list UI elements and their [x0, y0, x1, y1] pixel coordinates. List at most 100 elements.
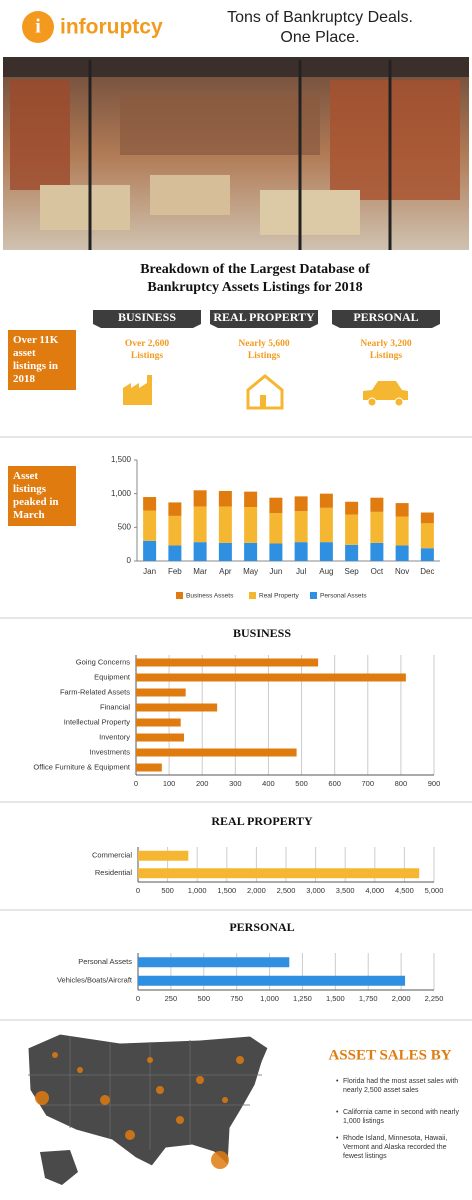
- y-tick-label: 0: [127, 556, 132, 565]
- x-tick-label: 3,500: [336, 886, 355, 895]
- bar: [138, 850, 189, 861]
- legend-swatch: [176, 592, 183, 599]
- logo: inforuptcy: [60, 16, 163, 39]
- bar-segment: [218, 490, 232, 507]
- x-tick-label: 1,250: [293, 994, 312, 1003]
- y-tick-label: Going Concerns: [76, 657, 130, 666]
- x-tick-label: 800: [395, 779, 408, 788]
- bar-segment: [143, 540, 157, 561]
- legend-label: Personal Assets: [320, 593, 367, 600]
- x-tick-label: 700: [362, 779, 375, 788]
- x-tick-label: 3,000: [306, 886, 325, 895]
- x-tick-label: Mar: [193, 567, 207, 576]
- y-tick-label: Intellectual Property: [64, 717, 131, 726]
- x-tick-label: 2,500: [277, 886, 296, 895]
- bar-segment: [420, 512, 434, 524]
- bar-segment: [395, 516, 409, 546]
- chart-title: PERSONAL: [229, 920, 294, 934]
- y-tick-label: Investments: [90, 747, 131, 756]
- bar-segment: [193, 542, 207, 561]
- bar: [138, 868, 420, 879]
- bar-segment: [345, 514, 359, 545]
- y-tick-label: Residential: [95, 868, 132, 877]
- y-tick-label: Farm-Related Assets: [60, 687, 130, 696]
- category-icons: [123, 374, 408, 410]
- logo-glyph: i: [35, 16, 41, 38]
- bar-segment: [395, 545, 409, 561]
- callout: Asset listings peaked in March: [8, 466, 76, 526]
- y-tick-label: Personal Assets: [78, 957, 132, 966]
- bar-segment: [420, 548, 434, 561]
- x-tick-label: 2,250: [425, 994, 444, 1003]
- x-tick-label: 0: [136, 994, 140, 1003]
- listings: Listings: [248, 351, 281, 361]
- x-tick-label: 4,000: [365, 886, 384, 895]
- bullet: California came in second with nearly 1,…: [336, 1108, 465, 1126]
- y-tick-label: Vehicles/Boats/Aircraft: [57, 976, 133, 985]
- listings: Listings: [370, 351, 403, 361]
- bar-segment: [143, 497, 157, 511]
- bar-segment: [193, 506, 207, 543]
- x-tick-label: Nov: [395, 567, 409, 576]
- x-tick-label: Dec: [420, 567, 434, 576]
- x-tick-label: Jun: [269, 567, 282, 576]
- bar: [136, 688, 186, 697]
- bar-segment: [168, 515, 182, 546]
- x-tick-label: 500: [295, 779, 308, 788]
- x-tick-label: Feb: [168, 567, 182, 576]
- y-tick-label: 1,500: [111, 455, 132, 464]
- bar-segment: [168, 502, 182, 516]
- x-tick-label: May: [243, 567, 258, 576]
- listings: Nearly 3,200: [360, 339, 411, 349]
- listings: Over 2,600: [125, 339, 169, 349]
- category-box: [332, 310, 440, 328]
- x-tick-label: 0: [136, 886, 140, 895]
- tagline: Tons of Bankruptcy Deals.: [227, 9, 413, 26]
- x-tick-label: 600: [328, 779, 341, 788]
- us-map: [27, 1033, 269, 1185]
- y-tick-label: Financial: [100, 702, 130, 711]
- bar-segment: [345, 544, 359, 561]
- bar: [136, 718, 181, 727]
- x-tick-label: 4,500: [395, 886, 414, 895]
- bullet: Rhode Island, Minnesota, Hawaii, Vermont…: [336, 1134, 465, 1161]
- category-name: BUSINESS: [118, 310, 176, 324]
- chart-title: BUSINESS: [233, 626, 291, 640]
- x-tick-label: 2,000: [392, 994, 411, 1003]
- x-tick-label: 400: [262, 779, 275, 788]
- x-tick-label: 250: [165, 994, 178, 1003]
- bar-segment: [269, 513, 283, 544]
- bar-segment: [244, 491, 258, 508]
- bar: [138, 975, 406, 986]
- bar-segment: [370, 497, 384, 512]
- category-name: PERSONAL: [353, 310, 418, 324]
- bar-segment: [294, 496, 308, 512]
- y-tick-label: 1,000: [111, 489, 132, 498]
- bar-segment: [294, 511, 308, 543]
- x-tick-label: 500: [198, 994, 211, 1003]
- y-tick-label: 500: [118, 522, 132, 531]
- y-tick-label: Inventory: [99, 732, 130, 741]
- x-tick-label: 200: [196, 779, 209, 788]
- x-tick-label: Apr: [219, 567, 232, 576]
- y-tick-label: Office Furniture & Equipment: [33, 762, 130, 771]
- bar-segment: [294, 542, 308, 561]
- x-tick-label: 300: [229, 779, 242, 788]
- x-tick-label: 1,750: [359, 994, 378, 1003]
- x-tick-label: 1,000: [188, 886, 207, 895]
- category-box: [93, 310, 201, 328]
- logo-icon: [22, 11, 54, 43]
- map-title: ASSET SALES BY: [328, 1047, 451, 1063]
- category-name: REAL PROPERTY: [213, 310, 315, 324]
- x-tick-label: 900: [428, 779, 441, 788]
- legend-label: Real Property: [259, 593, 299, 600]
- bar-segment: [244, 507, 258, 543]
- bar-segment: [244, 542, 258, 561]
- bar: [136, 658, 319, 667]
- x-tick-label: 500: [161, 886, 174, 895]
- listings: Nearly 5,600: [238, 339, 289, 349]
- x-tick-label: Aug: [319, 567, 333, 576]
- x-tick-label: 1,000: [260, 994, 279, 1003]
